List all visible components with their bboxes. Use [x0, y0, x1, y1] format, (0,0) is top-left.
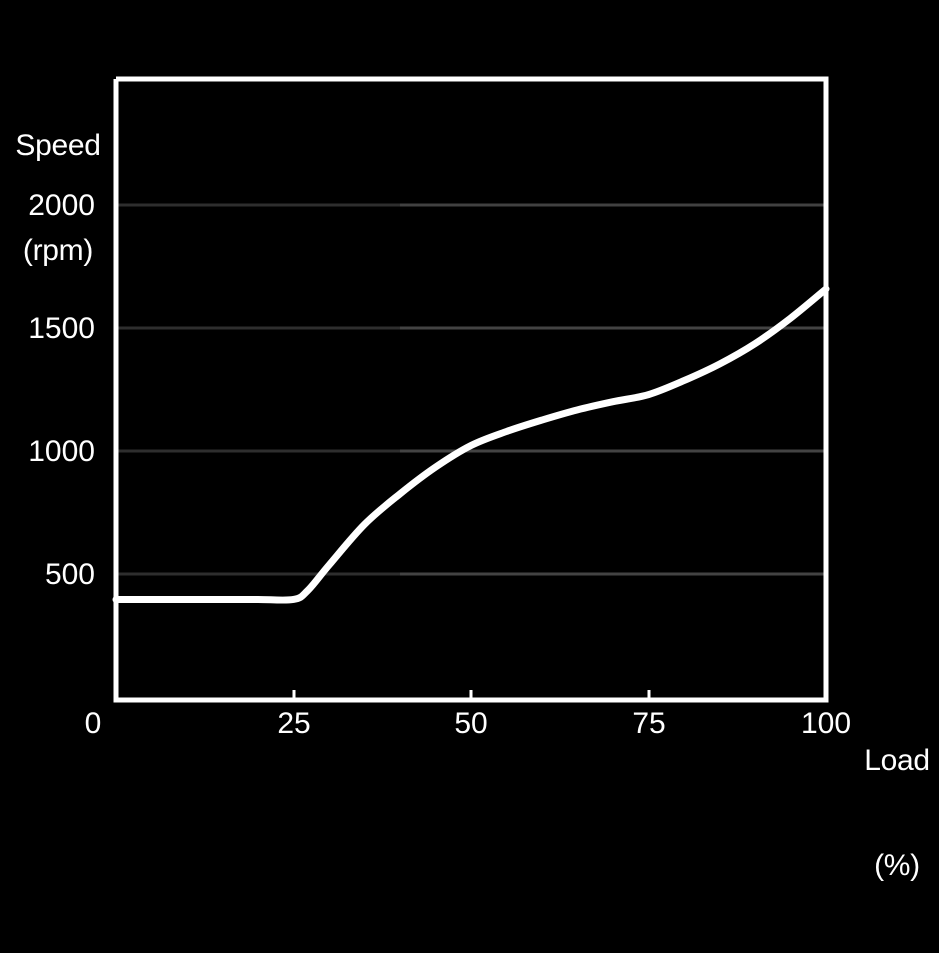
y-tick-label-2000: 2000: [28, 189, 95, 222]
x-tick-label-0: 0: [84, 707, 102, 740]
x-tick-label-25: 25: [277, 707, 311, 740]
x-axis-ticks: [292, 690, 651, 700]
y-tick-label-500: 500: [44, 558, 95, 591]
x-tick-label-100: 100: [800, 707, 852, 740]
y-axis-title: Speed (rpm): [8, 58, 108, 338]
y-axis-title-line2: (rpm): [22, 234, 94, 267]
chart-container: Speed (rpm) Load (%) 2000 1500 1000 500 …: [8, 58, 931, 882]
x-axis-title-line1: Load: [864, 744, 930, 777]
data-series-line: [112, 285, 830, 604]
speed-vs-load-line-chart: [112, 76, 830, 703]
y-axis-title-line1: Speed: [15, 129, 101, 162]
x-tick-label-50: 50: [454, 707, 488, 740]
x-tick-label-75: 75: [632, 707, 666, 740]
y-tick-label-1500: 1500: [28, 312, 95, 345]
gridlines: [116, 203, 826, 576]
x-axis-title-line2: (%): [874, 849, 920, 882]
plot-frame: [113, 76, 829, 703]
y-tick-label-1000: 1000: [28, 435, 95, 468]
